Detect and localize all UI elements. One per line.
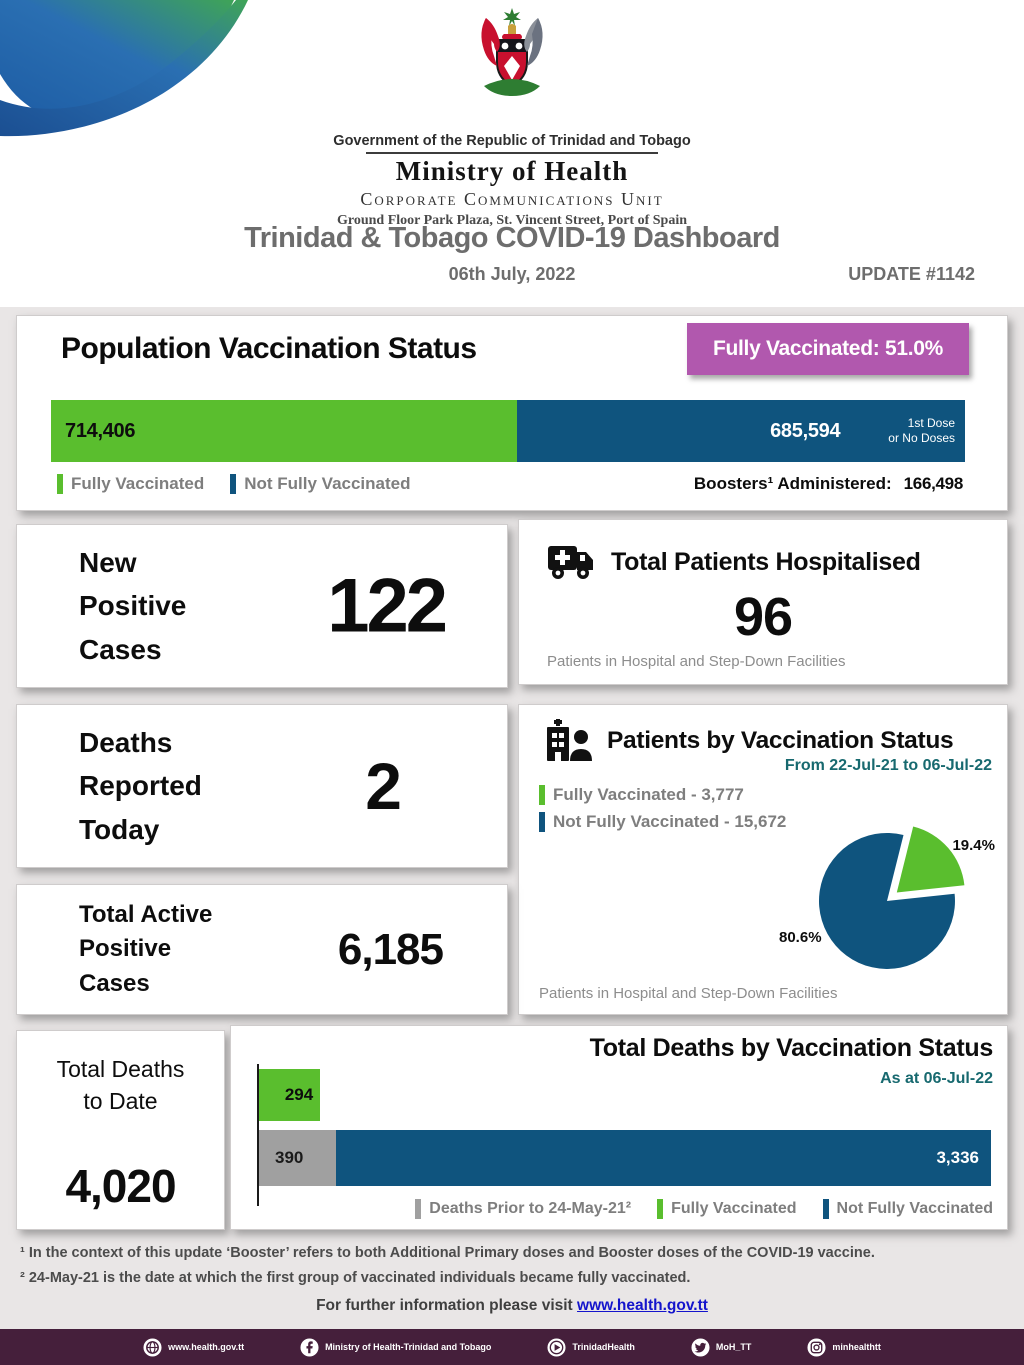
population-bar-fully: 714,406: [51, 400, 518, 462]
ministry-header: Government of the Republic of Trinidad a…: [0, 6, 1024, 229]
legend-fully-vaccinated-count: Fully Vaccinated - 3,777: [539, 785, 786, 805]
twitter-icon: [691, 1337, 710, 1357]
footnote-2: ² 24-May-21 is the date at which the fir…: [20, 1270, 691, 1287]
deaths-bar-fully: 294: [259, 1069, 321, 1121]
deaths-today-label: Deaths Reported Today: [79, 726, 202, 845]
legend-fully-vaccinated: Fully Vaccinated: [57, 474, 204, 494]
hospitalised-title: Total Patients Hospitalised: [611, 547, 921, 576]
coat-of-arms: [481, 8, 543, 96]
population-bar-not-fully: 685,594 1st Dose or No Doses: [517, 400, 965, 462]
legend-not-fully-vaccinated-count: Not Fully Vaccinated - 15,672: [539, 812, 786, 832]
blue-tick-icon: [539, 812, 545, 832]
pie-fully-pct-label: 19.4%: [952, 837, 995, 854]
boosters-label: Boosters¹ Administered:: [693, 474, 892, 493]
population-vaccination-card: Population Vaccination Status Fully Vacc…: [16, 315, 1008, 511]
legend-deaths-not-fully: Not Fully Vaccinated: [822, 1199, 993, 1219]
pie-slice-not-fully: [818, 832, 955, 969]
patients-status-caption: Patients in Hospital and Step-Down Facil…: [539, 985, 838, 1002]
deaths-fully-value: 294: [284, 1085, 314, 1104]
facebook-icon: [300, 1337, 319, 1357]
deaths-by-status-card: Total Deaths by Vaccination Status As at…: [230, 1025, 1008, 1230]
active-cases-card: Total Active Positive Cases 6,185: [16, 884, 508, 1015]
green-tick-icon: [539, 785, 545, 805]
info-line: For further information please visit www…: [316, 1297, 708, 1314]
government-line: Government of the Republic of Trinidad a…: [333, 133, 691, 149]
new-cases-label: New Positive Cases: [79, 546, 187, 665]
hospitalised-value: 96: [733, 587, 793, 647]
deaths-chart-legend: Deaths Prior to 24-May-21² Fully Vaccina…: [415, 1199, 993, 1219]
ministry-address: Ground Floor Park Plaza, St. Vincent Str…: [337, 213, 687, 228]
deaths-chart-title: Total Deaths by Vaccination Status: [589, 1034, 994, 1062]
footer-social-bar: www.health.gov.tt Ministry of Health-Tri…: [0, 1329, 1024, 1365]
footnote-1: ¹ In the context of this update ‘Booster…: [20, 1245, 875, 1261]
population-stacked-bar: 714,406 685,594 1st Dose or No Doses: [51, 400, 965, 462]
corner-swoosh-graphic: [0, 0, 248, 137]
total-deaths-label: Total Deaths to Date: [56, 1056, 185, 1115]
total-deaths-value: 4,020: [65, 1160, 176, 1213]
fully-vaccinated-badge: Fully Vaccinated: 51.0%: [686, 323, 969, 375]
deaths-chart-axis: [257, 1064, 259, 1206]
deaths-today-card: Deaths Reported Today 2: [16, 704, 508, 868]
pie-not-fully-pct-label: 80.6%: [779, 929, 822, 946]
globe-icon: [143, 1337, 162, 1357]
deaths-not-fully-value: 3,336: [936, 1148, 979, 1167]
blue-tick-icon: [230, 474, 237, 494]
deaths-stacked-bar: 390 3,336: [259, 1130, 991, 1186]
active-cases-value: 6,185: [337, 924, 444, 974]
fully-vaccinated-count: 714,406: [65, 419, 136, 442]
gray-tick-icon: [415, 1199, 422, 1219]
population-legend: Fully Vaccinated Not Fully Vaccinated: [57, 474, 411, 494]
patients-pie-chart: [818, 826, 965, 969]
green-tick-icon: [657, 1199, 664, 1219]
legend-deaths-prior: Deaths Prior to 24-May-21²: [415, 1199, 631, 1219]
deaths-prior-value: 390: [275, 1148, 304, 1167]
ministry-unit: Corporate Communications Unit: [360, 189, 664, 209]
patients-status-card: Patients by Vaccination Status From 22-J…: [518, 704, 1008, 1015]
social-youtube[interactable]: TrinidadHealth: [547, 1337, 635, 1357]
instagram-icon: [807, 1337, 826, 1357]
hospitalised-card: Total Patients Hospitalised 96 Patients …: [518, 519, 1008, 685]
page-title: Trinidad & Tobago COVID-19 Dashboard: [244, 222, 780, 254]
blue-tick-icon: [822, 1199, 829, 1219]
header-rule: [366, 152, 658, 154]
population-heading: Population Vaccination Status: [61, 332, 477, 365]
deaths-bar-prior: 390: [259, 1130, 336, 1186]
legend-deaths-fully: Fully Vaccinated: [657, 1199, 797, 1219]
green-tick-icon: [57, 474, 63, 494]
ambulance-icon: [548, 546, 593, 579]
hospitalised-caption: Patients in Hospital and Step-Down Facil…: [547, 653, 846, 670]
patients-status-period: From 22-Jul-21 to 06-Jul-22: [784, 757, 992, 774]
patients-status-legend: Fully Vaccinated - 3,777 Not Fully Vacci…: [539, 785, 786, 832]
patients-status-title: Patients by Vaccination Status: [607, 727, 954, 754]
pie-slice-fully: [896, 826, 965, 893]
total-deaths-card: Total Deaths to Date 4,020: [16, 1030, 225, 1230]
deaths-chart-asat: As at 06-Jul-22: [880, 1070, 993, 1087]
social-facebook[interactable]: Ministry of Health-Trinidad and Tobago: [300, 1337, 491, 1357]
ministry-name: Ministry of Health: [395, 156, 629, 186]
boosters-value: 166,498: [903, 474, 964, 493]
footnotes: ¹ In the context of this update ‘Booster…: [20, 1241, 875, 1292]
deaths-today-value: 2: [365, 749, 402, 823]
report-date: 06th July, 2022: [448, 264, 576, 284]
new-positive-cases-card: New Positive Cases 122: [16, 524, 508, 688]
social-instagram[interactable]: minhealthtt: [807, 1337, 881, 1357]
social-website[interactable]: www.health.gov.tt: [143, 1337, 244, 1357]
legend-not-fully-vaccinated: Not Fully Vaccinated: [230, 474, 411, 494]
hospital-patient-icon: [547, 719, 592, 761]
update-number: UPDATE #1142: [848, 264, 975, 284]
first-dose-note: 1st Dose or No Doses: [888, 416, 955, 445]
youtube-icon: [547, 1337, 566, 1357]
social-twitter[interactable]: MoH_TT: [691, 1337, 751, 1357]
deaths-bar-not-fully: 3,336: [335, 1130, 991, 1186]
active-cases-label: Total Active Positive Cases: [79, 900, 213, 997]
boosters-administered: Boosters¹ Administered: 166,498: [694, 474, 963, 494]
new-cases-value: 122: [327, 563, 448, 649]
health-gov-link[interactable]: www.health.gov.tt: [577, 1297, 708, 1314]
not-fully-vaccinated-count: 685,594: [770, 419, 841, 442]
